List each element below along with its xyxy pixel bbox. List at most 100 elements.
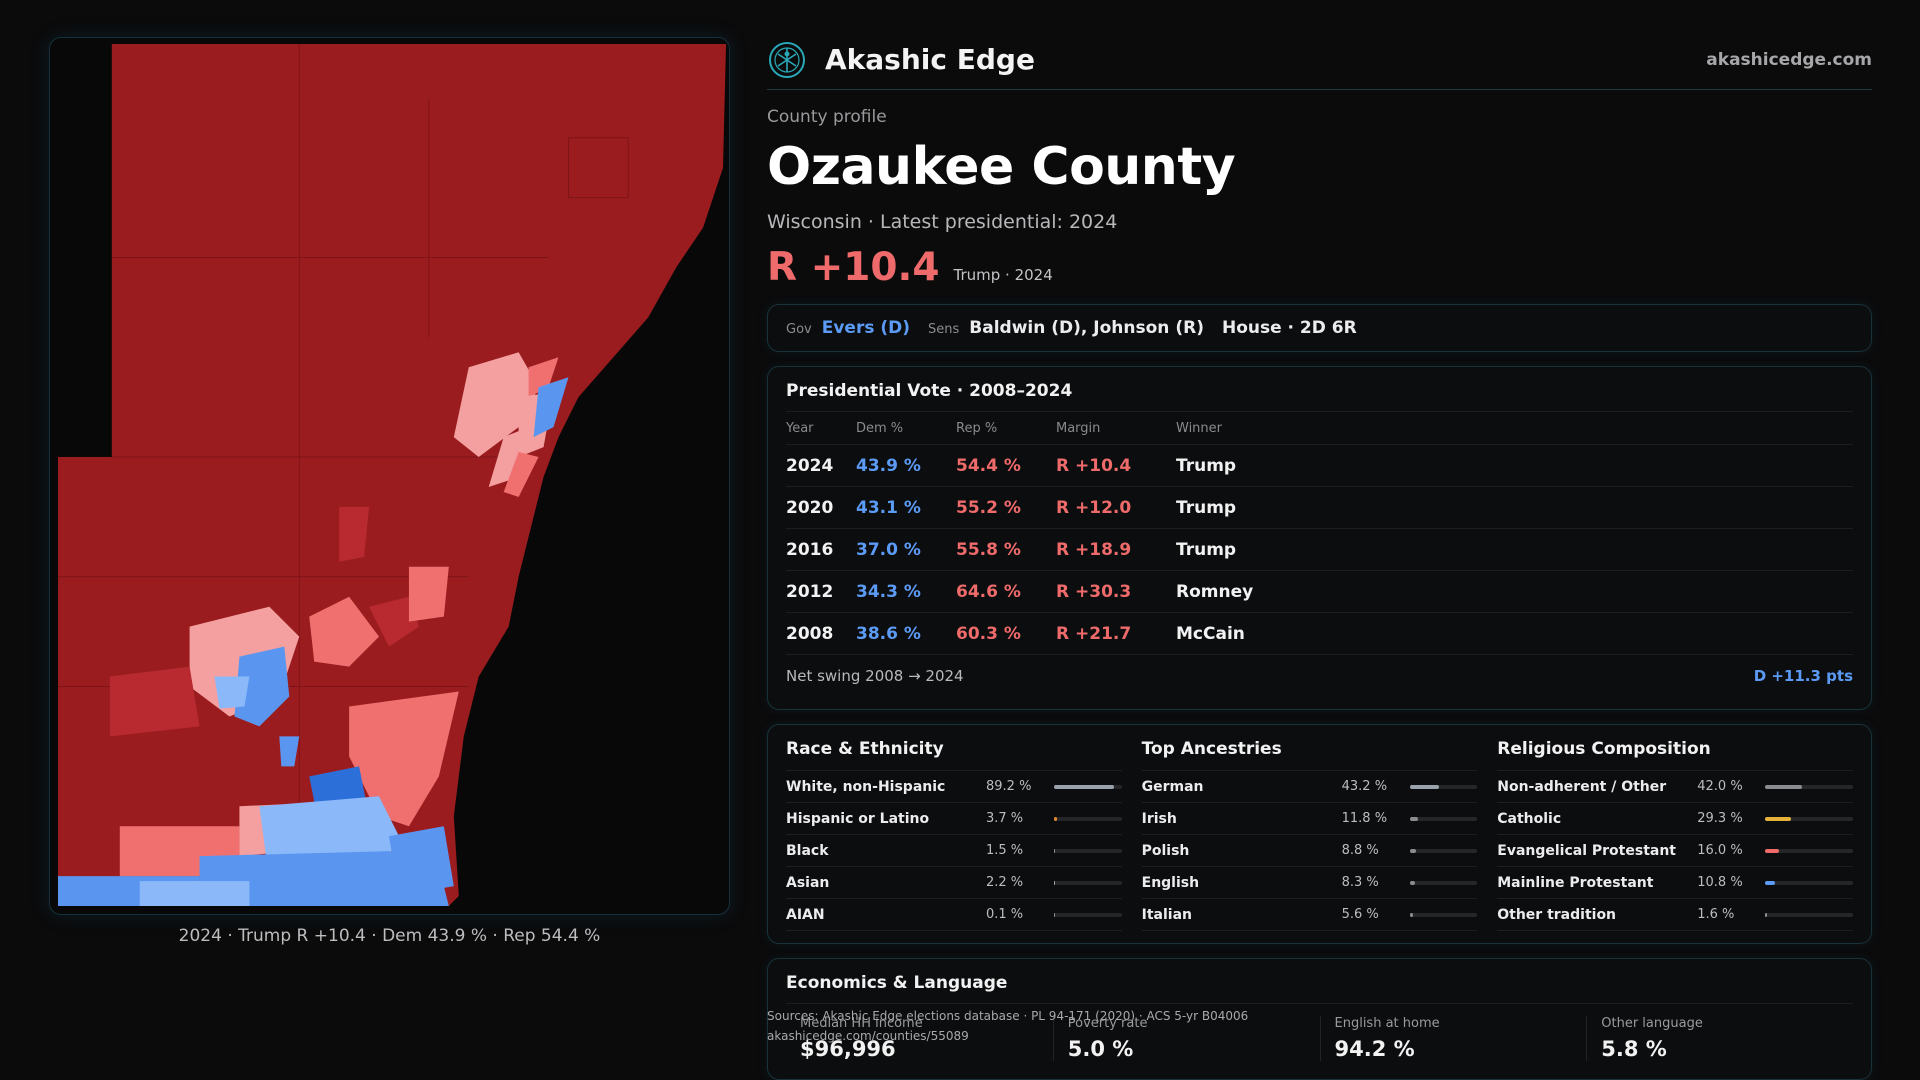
row-winner: Romney <box>1176 581 1254 602</box>
ancestry-row: Polish 8.8 % <box>1141 835 1478 867</box>
ancestry-pct: 43.2 % <box>1341 779 1388 794</box>
page-title: Ozaukee County <box>767 137 1236 197</box>
ancestry-label: German <box>1141 778 1204 795</box>
ancestry-row: Italian 5.6 % <box>1141 899 1478 931</box>
race-pct: 1.5 % <box>986 843 1024 858</box>
col-dem: Dem % <box>856 420 904 436</box>
ancestry-bar-fill <box>1409 784 1439 789</box>
religion-title: Religious Composition <box>1497 739 1853 771</box>
ancestry-bar-fill <box>1409 880 1416 885</box>
ancestry-bar <box>1409 880 1478 885</box>
ancestry-bar <box>1409 816 1478 821</box>
ancestry-bar-fill <box>1409 848 1416 853</box>
county-map[interactable] <box>49 37 730 915</box>
table-row: 2008 38.6 % 60.3 % R +21.7 McCain <box>786 613 1853 655</box>
religion-label: Evangelical Protestant <box>1497 842 1676 859</box>
religion-section: Religious Composition Non-adherent / Oth… <box>1497 739 1853 943</box>
row-winner: Trump <box>1176 497 1237 518</box>
table-row: 2020 43.1 % 55.2 % R +12.0 Trump <box>786 487 1853 529</box>
ancestry-bar <box>1409 784 1478 789</box>
race-ethnicity-section: Race & Ethnicity White, non-Hispanic 89.2… <box>786 739 1142 943</box>
precinct-cluster-north <box>453 352 569 497</box>
religion-row: Mainline Protestant 10.8 % <box>1497 867 1853 899</box>
stat-other-language: Other language 5.8 % <box>1586 1016 1853 1061</box>
sens-value: Baldwin (D), Johnson (R) <box>969 318 1204 338</box>
row-dem: 34.3 % <box>856 581 921 602</box>
religion-row: Catholic 29.3 % <box>1497 803 1853 835</box>
col-rep: Rep % <box>956 420 998 436</box>
stat-label: English at home <box>1334 1016 1440 1031</box>
gov-value: Evers (D) <box>821 318 911 338</box>
row-year: 2008 <box>786 623 834 644</box>
row-winner: Trump <box>1176 455 1237 476</box>
sources-line: Sources: Akashic Edge elections database… <box>767 1009 1249 1023</box>
source-url-link[interactable]: akashicedge.com/counties/55089 <box>767 1029 969 1043</box>
religion-bar-fill <box>1765 784 1803 789</box>
col-year: Year <box>786 420 814 436</box>
religion-pct: 1.6 % <box>1697 907 1735 922</box>
economics-title: Economics & Language <box>786 973 1008 993</box>
brand-header: Akashic Edge akashicedge.com <box>767 30 1872 90</box>
ancestry-row: English 8.3 % <box>1141 867 1478 899</box>
religion-row: Non-adherent / Other 42.0 % <box>1497 771 1853 803</box>
race-pct: 89.2 % <box>986 779 1032 794</box>
sources-note: Sources: Akashic Edge elections database… <box>767 1006 1248 1046</box>
race-label: White, non-Hispanic <box>786 778 946 795</box>
table-row: 2016 37.0 % 55.8 % R +18.9 Trump <box>786 529 1853 571</box>
table-header: Year Dem % Rep % Margin Winner <box>786 412 1853 445</box>
religion-pct: 29.3 % <box>1697 811 1743 826</box>
ancestry-pct: 8.8 % <box>1341 843 1379 858</box>
akashic-logo-icon <box>769 41 805 78</box>
precinct-cluster-middle <box>109 506 449 767</box>
race-row: Asian 2.2 % <box>786 867 1122 899</box>
stat-label: Poverty rate <box>1067 1016 1148 1031</box>
vote-table: Year Dem % Rep % Margin Winner 2024 43.9… <box>786 411 1853 655</box>
religion-bar <box>1765 880 1853 885</box>
stat-value: 94.2 % <box>1334 1037 1415 1061</box>
stat-label: Other language <box>1601 1016 1703 1031</box>
race-row: Hispanic or Latino 3.7 % <box>786 803 1122 835</box>
net-swing: Net swing 2008 → 2024 D +11.3 pts <box>786 655 1853 697</box>
table-row: 2012 34.3 % 64.6 % R +30.3 Romney <box>786 571 1853 613</box>
ancestry-label: English <box>1141 874 1200 891</box>
brand-url-link[interactable]: akashicedge.com <box>1706 49 1872 70</box>
precinct-map <box>57 43 727 907</box>
demographics-card: Race & Ethnicity White, non-Hispanic 89.2… <box>767 724 1872 944</box>
ancestry-label: Irish <box>1141 810 1177 827</box>
religion-bar <box>1765 784 1853 789</box>
swing-value: D +11.3 pts <box>1753 667 1853 685</box>
ancestry-bar <box>1409 848 1478 853</box>
row-rep: 60.3 % <box>956 623 1021 644</box>
brand-name: Akashic Edge <box>825 43 1035 76</box>
race-bar <box>1054 912 1122 917</box>
race-bar-fill <box>1054 816 1057 821</box>
ancestry-bar-fill <box>1409 912 1414 917</box>
row-rep: 54.4 % <box>956 455 1021 476</box>
margin-value: R +10.4 <box>767 245 940 290</box>
economics-stats: Median HH income $96,996 Poverty rate 5.… <box>786 1003 1853 1061</box>
margin-note: Trump · 2024 <box>953 266 1053 284</box>
page-subtitle: Wisconsin · Latest presidential: 2024 <box>767 211 1118 233</box>
stat-label: Median HH income <box>800 1016 923 1031</box>
race-bar <box>1054 848 1122 853</box>
race-bar-fill <box>1054 880 1056 885</box>
religion-bar-fill <box>1765 848 1780 853</box>
religion-label: Other tradition <box>1497 906 1617 923</box>
ancestry-pct: 11.8 % <box>1341 811 1388 826</box>
ancestry-label: Polish <box>1141 842 1190 859</box>
eyebrow-label: County profile <box>767 107 887 127</box>
ancestry-bar <box>1409 912 1478 917</box>
race-bar-fill <box>1054 848 1056 853</box>
ancestry-row: Irish 11.8 % <box>1141 803 1478 835</box>
ancestry-pct: 8.3 % <box>1341 875 1379 890</box>
race-bar <box>1054 784 1122 789</box>
religion-row: Evangelical Protestant 16.0 % <box>1497 835 1853 867</box>
religion-bar <box>1765 912 1853 917</box>
row-dem: 43.1 % <box>856 497 921 518</box>
race-row: AIAN 0.1 % <box>786 899 1122 931</box>
row-winner: Trump <box>1176 539 1237 560</box>
race-label: AIAN <box>786 906 825 923</box>
row-margin: R +12.0 <box>1056 497 1132 518</box>
religion-label: Catholic <box>1497 810 1562 827</box>
house-value: House · 2D 6R <box>1221 318 1357 338</box>
